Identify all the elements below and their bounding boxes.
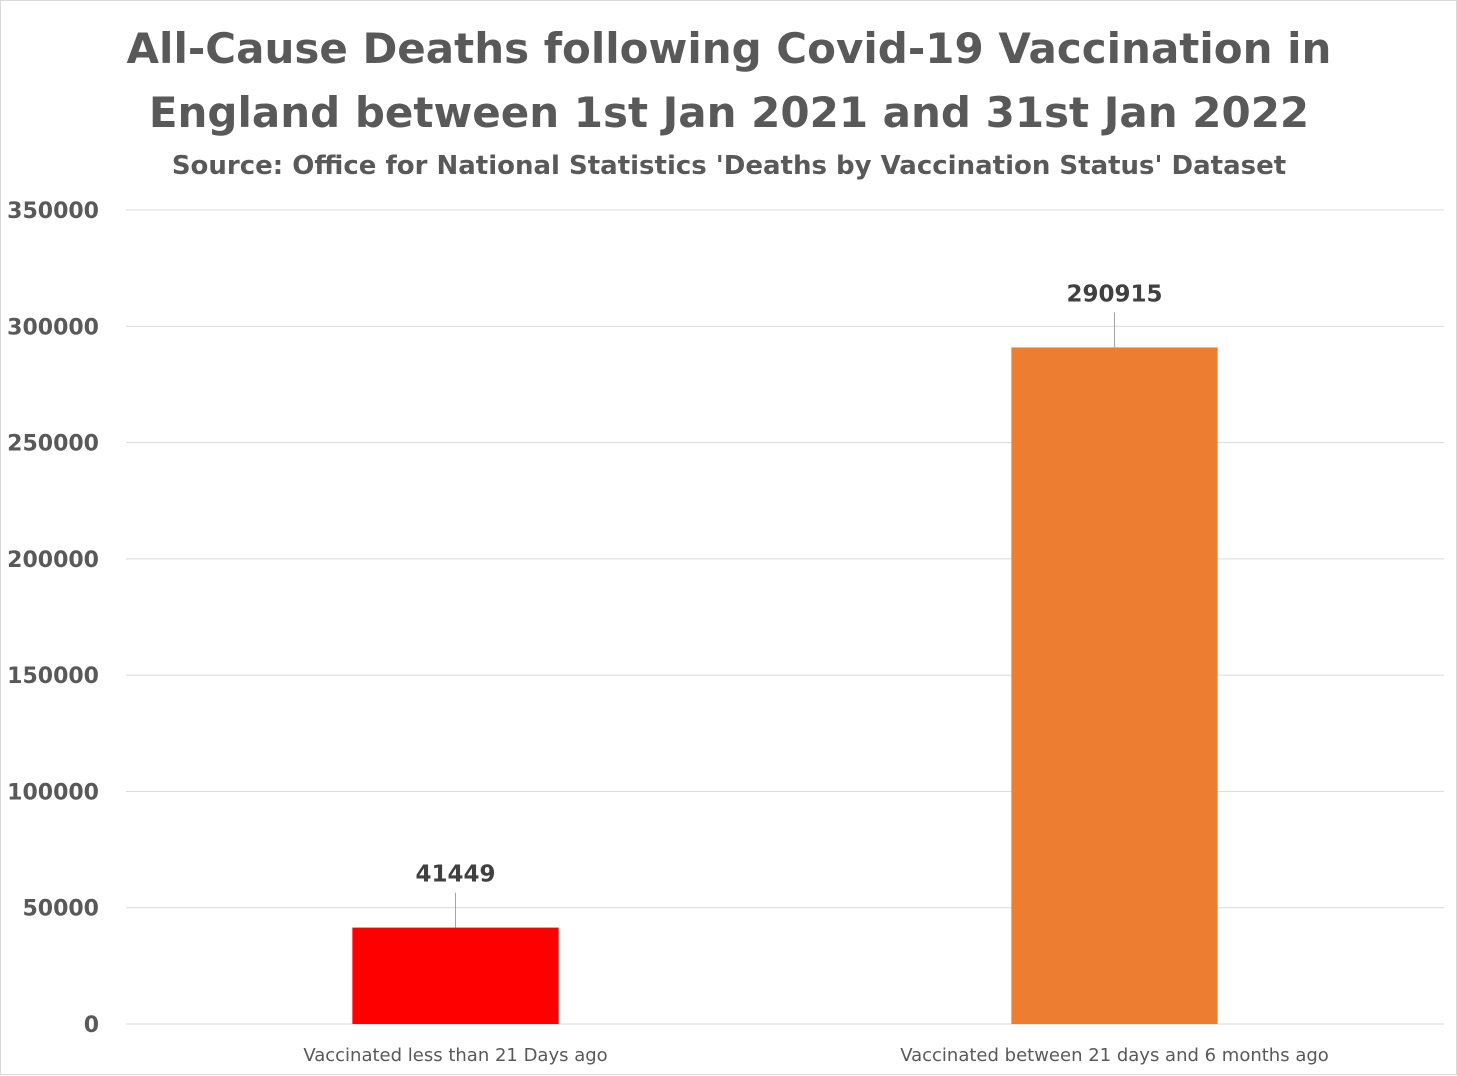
y-tick-label: 250000 (7, 432, 99, 457)
y-tick-label: 350000 (7, 199, 99, 224)
y-tick-label: 0 (84, 1013, 99, 1038)
bar (1011, 347, 1218, 1025)
y-tick-label: 200000 (7, 548, 99, 573)
chart-subtitle: Source: Office for National Statistics '… (172, 151, 1286, 181)
data-label: 41449 (415, 862, 495, 888)
y-tick-label: 100000 (7, 780, 99, 805)
bar (352, 927, 559, 1024)
y-tick-label: 50000 (22, 897, 99, 922)
y-tick-label: 300000 (7, 315, 99, 340)
data-label: 290915 (1066, 281, 1162, 307)
chart-title-line-2: England between 1st Jan 2021 and 31st Ja… (149, 88, 1309, 137)
chart-title-line-1: All-Cause Deaths following Covid-19 Vacc… (127, 24, 1332, 73)
x-tick-label: Vaccinated less than 21 Days ago (303, 1045, 607, 1066)
y-tick-label: 150000 (7, 664, 99, 689)
x-tick-label: Vaccinated between 21 days and 6 months … (900, 1045, 1329, 1066)
